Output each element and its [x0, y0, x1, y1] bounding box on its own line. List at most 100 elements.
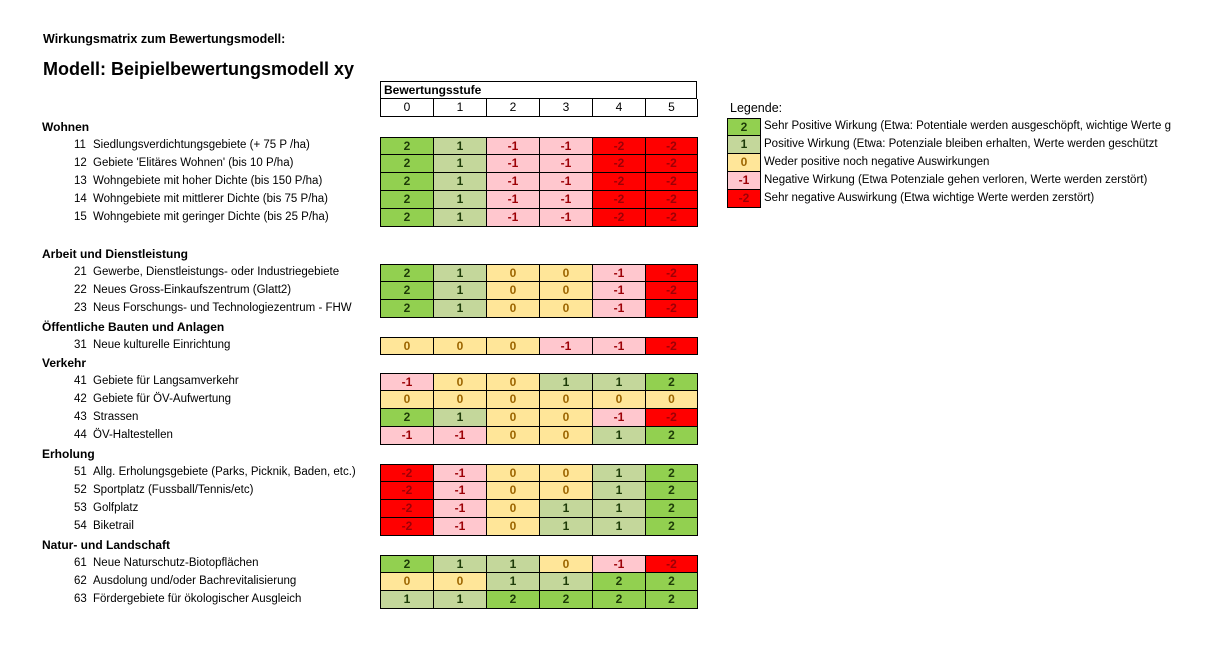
- row-label: Ausdolung und/oder Bachrevitalisierung: [93, 575, 297, 587]
- matrix-cell: 1: [539, 573, 592, 591]
- matrix-cell: -2: [380, 500, 433, 518]
- matrix-cell: 1: [592, 427, 645, 445]
- matrix-cell: -2: [645, 155, 698, 173]
- matrix-cell: -1: [433, 464, 486, 482]
- matrix-cell: -1: [592, 282, 645, 300]
- matrix-cell: 2: [380, 137, 433, 155]
- matrix-cell: -2: [380, 464, 433, 482]
- legend-text: Negative Wirkung (Etwa Potenziale gehen …: [764, 174, 1148, 186]
- matrix-cell: -2: [592, 137, 645, 155]
- row-number: 21: [74, 266, 87, 278]
- matrix-cell: 1: [380, 591, 433, 609]
- row-number: 44: [74, 429, 87, 441]
- matrix-cell: 2: [380, 300, 433, 318]
- matrix-cell: 0: [486, 391, 539, 409]
- matrix-cell: -2: [645, 209, 698, 227]
- matrix-cell: 2: [645, 591, 698, 609]
- row-number: 42: [74, 393, 87, 405]
- matrix-cell: 1: [433, 137, 486, 155]
- section-heading: Verkehr: [42, 356, 87, 370]
- matrix-cell: 2: [380, 191, 433, 209]
- matrix-cell: -2: [592, 209, 645, 227]
- matrix-cell: 0: [486, 464, 539, 482]
- row-number: 54: [74, 520, 87, 532]
- matrix-cell: 1: [539, 518, 592, 536]
- matrix-cell: 2: [645, 482, 698, 500]
- row-label: Wohngebiete mit mittlerer Dichte (bis 75…: [93, 193, 328, 205]
- row-number: 43: [74, 411, 87, 423]
- matrix-cell: -2: [645, 137, 698, 155]
- matrix-cell: -1: [592, 337, 645, 355]
- matrix-cell: -2: [645, 300, 698, 318]
- row-label: Allg. Erholungsgebiete (Parks, Picknik, …: [93, 466, 356, 478]
- row-label: Strassen: [93, 411, 139, 423]
- row-label: ÖV-Haltestellen: [93, 429, 173, 441]
- legend-swatch: 2: [727, 118, 761, 136]
- level-header-5: 5: [645, 99, 698, 117]
- row-number: 52: [74, 484, 87, 496]
- matrix-cell: -1: [592, 300, 645, 318]
- sheet-title: Wirkungsmatrix zum Bewertungsmodell:: [43, 32, 286, 46]
- matrix-cell: -2: [645, 555, 698, 573]
- matrix-cell: -1: [592, 264, 645, 282]
- row-number: 23: [74, 302, 87, 314]
- row-label: Siedlungsverdichtungsgebiete (+ 75 P /ha…: [93, 139, 310, 151]
- matrix-cell: 1: [592, 482, 645, 500]
- matrix-cell: 0: [486, 282, 539, 300]
- matrix-cell: 0: [539, 282, 592, 300]
- matrix-cell: 0: [486, 300, 539, 318]
- matrix-cell: 1: [433, 173, 486, 191]
- legend-text: Positive Wirkung (Etwa: Potenziale bleib…: [764, 138, 1158, 150]
- matrix-cell: 1: [592, 518, 645, 536]
- matrix-cell: -1: [539, 191, 592, 209]
- matrix-cell: 2: [592, 573, 645, 591]
- section-heading: Öffentliche Bauten und Anlagen: [42, 320, 225, 334]
- matrix-cell: -2: [592, 173, 645, 191]
- matrix-cell: -2: [380, 482, 433, 500]
- row-number: 15: [74, 211, 87, 223]
- matrix-cell: -2: [380, 518, 433, 536]
- row-label: Biketrail: [93, 520, 134, 532]
- matrix-cell: 0: [380, 337, 433, 355]
- row-label: Golfplatz: [93, 502, 139, 514]
- row-number: 63: [74, 593, 87, 605]
- matrix-cell: 1: [433, 282, 486, 300]
- matrix-cell: 1: [433, 209, 486, 227]
- row-number: 41: [74, 375, 87, 387]
- matrix-cell: 2: [380, 264, 433, 282]
- level-header-0: 0: [380, 99, 433, 117]
- matrix-cell: 0: [539, 464, 592, 482]
- matrix-cell: 2: [380, 409, 433, 427]
- matrix-cell: -1: [539, 209, 592, 227]
- matrix-cell: 2: [645, 427, 698, 445]
- matrix-cell: 2: [380, 555, 433, 573]
- matrix-cell: -1: [486, 209, 539, 227]
- matrix-cell: 2: [645, 573, 698, 591]
- matrix-cell: 2: [380, 282, 433, 300]
- legend-text: Sehr Positive Wirkung (Etwa: Potentiale …: [764, 120, 1171, 132]
- row-label: Wohngebiete mit hoher Dichte (bis 150 P/…: [93, 175, 323, 187]
- matrix-cell: 0: [380, 391, 433, 409]
- legend-title: Legende:: [730, 101, 783, 115]
- matrix-cell: 0: [486, 518, 539, 536]
- matrix-cell: 0: [539, 427, 592, 445]
- section-heading: Arbeit und Dienstleistung: [42, 247, 189, 261]
- matrix-cell: -2: [645, 337, 698, 355]
- matrix-cell: 1: [433, 264, 486, 282]
- matrix-cell: 0: [486, 482, 539, 500]
- matrix-cell: 1: [433, 155, 486, 173]
- matrix-cell: 1: [433, 555, 486, 573]
- row-label: Neus Forschungs- und Technologiezentrum …: [93, 302, 352, 314]
- row-number: 62: [74, 575, 87, 587]
- matrix-cell: -1: [539, 137, 592, 155]
- matrix-cell: 0: [486, 409, 539, 427]
- matrix-cell: 0: [592, 391, 645, 409]
- matrix-cell: 0: [433, 337, 486, 355]
- row-label: Gebiete 'Elitäres Wohnen' (bis 10 P/ha): [93, 157, 294, 169]
- matrix-cell: 2: [645, 464, 698, 482]
- matrix-cell: -2: [592, 155, 645, 173]
- section-heading: Wohnen: [42, 120, 90, 134]
- legend-swatch: 1: [727, 136, 761, 154]
- matrix-cell: -1: [380, 427, 433, 445]
- legend-swatch: -1: [727, 172, 761, 190]
